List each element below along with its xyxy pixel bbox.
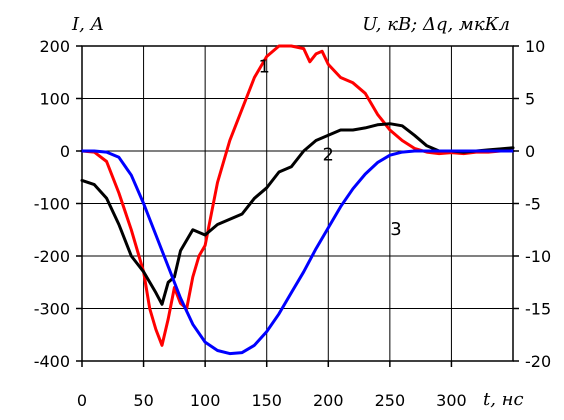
- grid: [82, 46, 513, 361]
- x-tick-label: 100: [190, 391, 221, 410]
- curve-label-1: 1: [259, 56, 270, 77]
- x-tick-label: 0: [77, 391, 87, 410]
- x-tick-label: 150: [251, 391, 282, 410]
- left-tick-label: 0: [60, 142, 70, 161]
- left-tick-label: -100: [34, 195, 70, 214]
- x-tick-label: 50: [133, 391, 153, 410]
- right-tick-label: -20: [525, 352, 551, 371]
- x-tick-label: 300: [436, 391, 467, 410]
- series-3-line: [80, 149, 515, 356]
- right-tick-label: -5: [525, 195, 541, 214]
- curve-label-3: 3: [390, 219, 401, 240]
- right-tick-label: 0: [525, 142, 535, 161]
- curve-label-2: 2: [323, 144, 334, 165]
- series-layer: [80, 44, 515, 356]
- left-tick-label: -200: [34, 247, 70, 266]
- right-axis-title: U, кВ; Δq, мкКл: [362, 14, 510, 35]
- left-tick-label: -300: [34, 300, 70, 319]
- left-tick-label: 100: [39, 90, 70, 109]
- right-tick-label: 5: [525, 90, 535, 109]
- x-tick-label: 250: [375, 391, 406, 410]
- x-tick-label: 200: [313, 391, 344, 410]
- right-tick-label: -10: [525, 247, 551, 266]
- right-tick-label: 10: [525, 37, 545, 56]
- left-axis-title: I, А: [71, 14, 104, 35]
- left-tick-label: -400: [34, 352, 70, 371]
- left-tick-label: 200: [39, 37, 70, 56]
- right-tick-label: -15: [525, 300, 551, 319]
- x-axis-title: t, нс: [483, 389, 524, 410]
